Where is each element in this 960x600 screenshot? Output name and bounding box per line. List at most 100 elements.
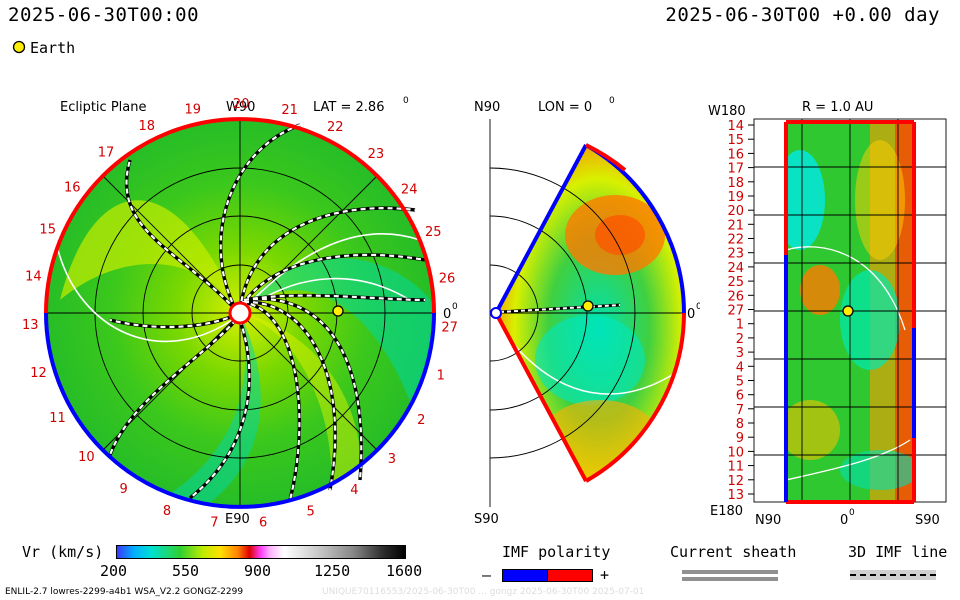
rotation-number: 5 xyxy=(307,505,315,520)
rotation-number: 3 xyxy=(388,452,396,467)
ecliptic-lat-sup: 0 xyxy=(403,96,409,106)
map-y-label: 23 xyxy=(727,247,744,262)
rotation-number: 1 xyxy=(437,368,445,383)
map-y-label: 11 xyxy=(727,460,744,475)
rotation-number: 22 xyxy=(327,120,344,135)
imf-minus: – xyxy=(482,566,492,584)
rotation-number: 4 xyxy=(350,483,358,498)
map-title: R = 1.0 AU xyxy=(802,100,873,115)
rotation-number: 13 xyxy=(22,318,39,333)
map-y-label: 27 xyxy=(727,304,744,319)
map-y-label: 25 xyxy=(727,275,744,290)
map-y-label: 16 xyxy=(727,147,744,162)
current-sheath-label: Current sheath xyxy=(670,543,797,561)
rotation-number: 6 xyxy=(259,516,267,530)
rotation-number: 12 xyxy=(30,366,47,381)
rotation-number: 21 xyxy=(281,103,298,118)
imf-negative-swatch xyxy=(502,569,548,582)
footer-right: UNIQUE70116553/2025-06-30T00 ... gongz 2… xyxy=(322,587,645,597)
rotation-number: 17 xyxy=(98,145,115,160)
map-y-label: 2 xyxy=(736,332,744,347)
ecliptic-streamers xyxy=(60,200,434,507)
rotation-number: 16 xyxy=(64,181,81,196)
rotation-number: 19 xyxy=(185,102,202,117)
map-y-label: 17 xyxy=(727,162,744,177)
current-sheath-swatch-a xyxy=(682,570,778,574)
colorbar-tick-550: 550 xyxy=(172,562,200,580)
map-y-label: 12 xyxy=(727,474,744,489)
colorbar-label: Vr (km/s) xyxy=(22,543,104,561)
earth-legend xyxy=(12,40,28,60)
ecliptic-title: Ecliptic Plane xyxy=(60,100,146,115)
rotation-number: 10 xyxy=(78,450,95,465)
earth-meridional-icon xyxy=(582,300,594,312)
map-y-label: 4 xyxy=(736,360,744,375)
map-y-label: 10 xyxy=(727,445,744,460)
earth-label: Earth xyxy=(30,39,76,57)
map-y-labels: 1415161718192021222324252627123456789101… xyxy=(727,119,754,503)
rotation-number: 27 xyxy=(441,320,458,335)
map-x-sup: 0 xyxy=(849,508,855,518)
earth-marker-icon xyxy=(12,40,26,54)
map-y-label: 14 xyxy=(727,119,744,134)
map-y-label: 1 xyxy=(736,318,744,333)
rotation-number: 11 xyxy=(49,411,66,426)
ecliptic-rim-positive xyxy=(44,117,436,314)
ecliptic-top-label: W90 xyxy=(226,100,255,115)
ecliptic-lat-label: LAT = 2.86 xyxy=(313,100,384,115)
meridional-top-label: N90 xyxy=(474,100,500,115)
meridional-panel: N90 LON = 0 0 S90 0 0 xyxy=(474,96,700,527)
colorbar-gradient xyxy=(116,545,406,559)
ecliptic-bottom-label: E90 xyxy=(225,512,250,527)
meridional-right-label: 0 xyxy=(687,307,695,322)
colorbar-tick-1600: 1600 xyxy=(386,562,423,580)
map-y-label: 18 xyxy=(727,176,744,191)
footer-left: ENLIL-2.7 lowres-2299-a4b1 WSA_V2.2 GONG… xyxy=(5,587,244,597)
rotation-number: 2 xyxy=(417,413,425,428)
map-y-label: 22 xyxy=(727,233,744,248)
meridional-lon-sup: 0 xyxy=(609,96,615,106)
rotation-number: 9 xyxy=(119,482,127,497)
ecliptic-right-sup: 0 xyxy=(452,302,458,312)
sun-icon xyxy=(228,301,252,325)
ecliptic-imf-dashes xyxy=(108,123,426,501)
map-y-label: 24 xyxy=(727,261,744,276)
imf-line-label: 3D IMF line xyxy=(848,543,948,561)
meridional-bottom-label: S90 xyxy=(474,512,499,527)
map-y-label: 21 xyxy=(727,218,744,233)
colorbar-tick-900: 900 xyxy=(244,562,272,580)
imf-polarity-label: IMF polarity xyxy=(502,543,611,561)
meridional-rim-lower xyxy=(585,312,686,483)
meridional-lon-label: LON = 0 xyxy=(538,100,592,115)
map-y-label: 3 xyxy=(736,346,744,361)
meridional-sun-icon xyxy=(490,307,502,319)
map-y-label: 13 xyxy=(727,488,744,503)
meridional-right-sup: 0 xyxy=(696,302,700,312)
rotation-number: 20 xyxy=(233,97,250,112)
map-y-label: 9 xyxy=(736,431,744,446)
map-y-label: 20 xyxy=(727,204,744,219)
rotation-number: 18 xyxy=(139,119,156,134)
ecliptic-plane-panel: Ecliptic Plane W90 LAT = 2.86 0 E90 0 0 … xyxy=(22,96,458,530)
map-y-label: 6 xyxy=(736,389,744,404)
datetime-left: 2025-06-30T00:00 xyxy=(8,4,200,26)
earth-ecliptic-icon xyxy=(332,305,344,317)
map-bottom-left-label: E180 xyxy=(710,504,743,519)
map-x-label-n: N90 xyxy=(755,513,781,528)
map-y-label: 19 xyxy=(727,190,744,205)
rotation-number: 25 xyxy=(425,225,442,240)
imf-plus: + xyxy=(600,566,610,584)
meridional-south-edge xyxy=(494,312,588,482)
map-y-label: 26 xyxy=(727,289,744,304)
rotation-number: 23 xyxy=(368,147,385,162)
earth-map-icon xyxy=(842,305,854,317)
imf-line-swatch xyxy=(850,574,936,576)
map-panel: W180 R = 1.0 AU E180 N90 0 0 S90 1415161… xyxy=(708,100,947,528)
map-y-label: 8 xyxy=(736,417,744,432)
map-y-label: 7 xyxy=(736,403,744,418)
ecliptic-rotation-numbers: 19 20 212223242526271234567891011121314151… xyxy=(22,97,458,530)
colorbar-tick-200: 200 xyxy=(100,562,128,580)
ecliptic-rim-negative xyxy=(44,312,436,509)
map-features xyxy=(786,122,914,502)
meridional-north-edge xyxy=(494,144,588,314)
